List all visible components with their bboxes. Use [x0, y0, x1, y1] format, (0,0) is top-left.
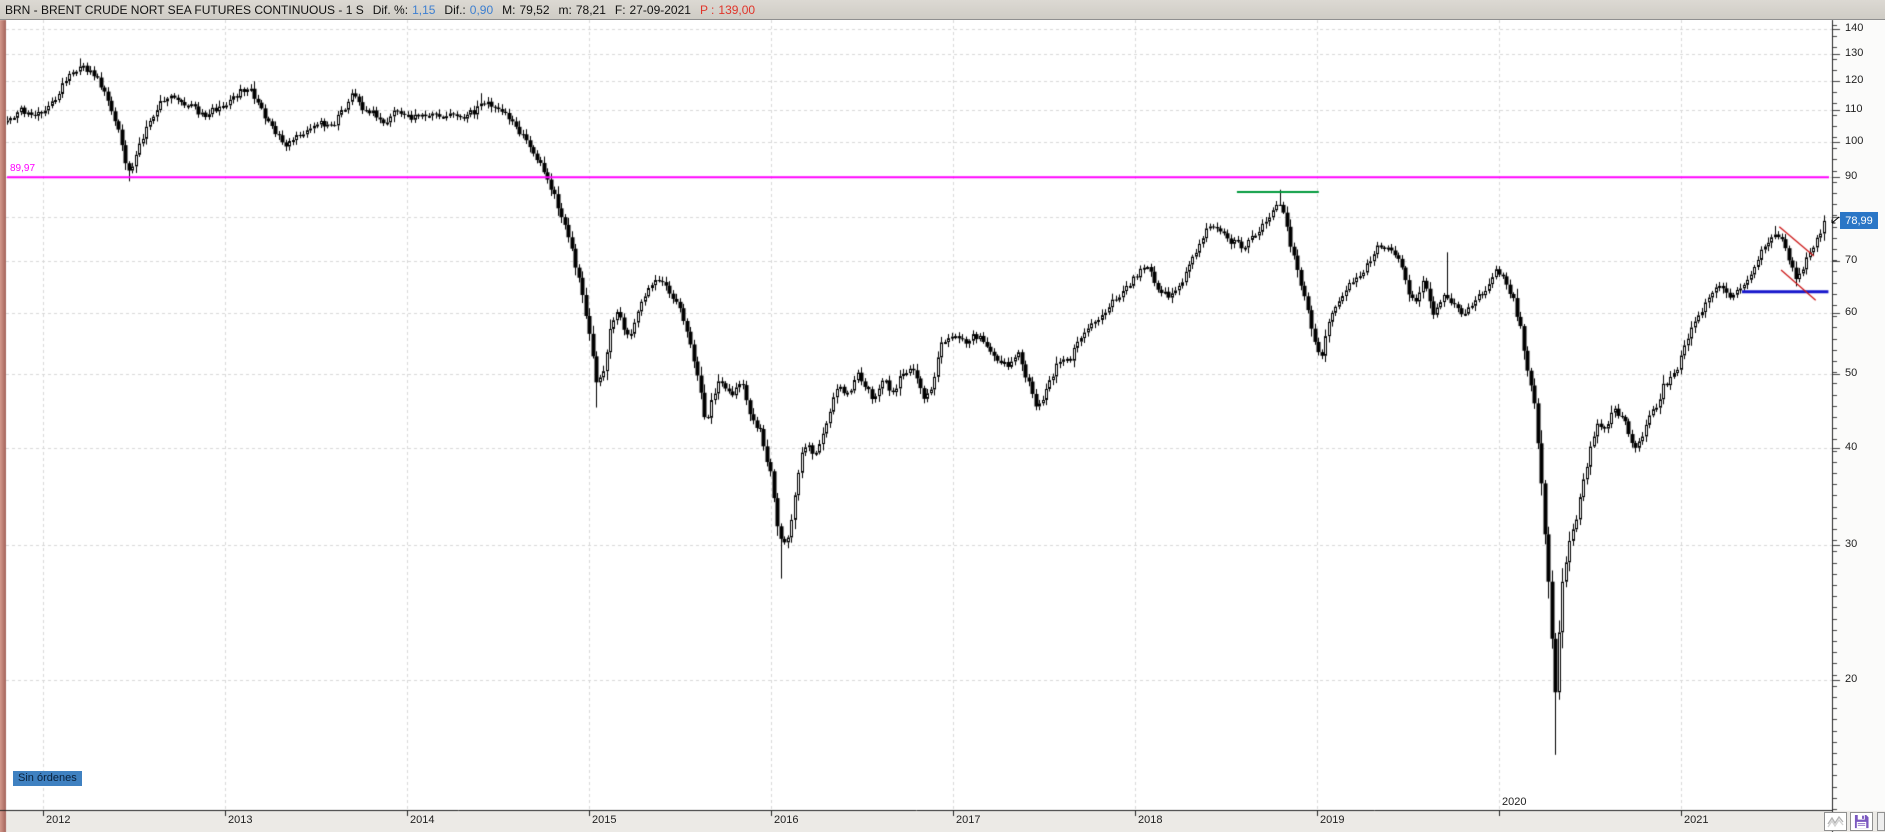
y-axis-label: 110 — [1845, 103, 1863, 116]
dif-label: Dif.: — [444, 2, 466, 17]
y-axis-label: 120 — [1845, 74, 1864, 87]
y-axis-label: 30 — [1845, 537, 1858, 550]
y-axis-label: 140 — [1845, 22, 1864, 35]
y-axis-label: 100 — [1845, 135, 1864, 147]
x-axis-label: 2015 — [592, 814, 617, 826]
x-axis-label: 2018 — [1138, 814, 1163, 826]
x-axis-label: 2021 — [1684, 814, 1709, 826]
settlement-label: P : — [699, 2, 715, 17]
dif-pct-value: 1,15 — [412, 2, 436, 17]
y-axis-label: 60 — [1845, 305, 1858, 318]
x-axis-label: 2019 — [1320, 814, 1345, 826]
date-label: F: — [614, 2, 626, 17]
no-orders-badge: Sin órdenes — [13, 771, 82, 786]
last-price-value: 78,99 — [1845, 214, 1873, 227]
min-value: 78,21 — [575, 2, 606, 17]
x-axis-label: 2014 — [410, 814, 435, 826]
symbol-title: BRN - BRENT CRUDE NORT SEA FUTURES CONTI… — [5, 2, 364, 17]
x-axis-label: 2017 — [956, 814, 981, 826]
dif-pct-label: Dif. %: — [372, 2, 409, 17]
x-axis-label: 2012 — [46, 814, 71, 826]
save-button[interactable] — [1850, 812, 1873, 831]
date-value: 27-09-2021 — [629, 2, 691, 17]
left-up-arrow-icon — [1830, 215, 1840, 225]
last-price-tag: 78,99 — [1840, 212, 1878, 230]
y-axis-label: 90 — [1845, 170, 1858, 183]
zigzag-lines-icon — [1827, 814, 1844, 829]
dif-value: 0,90 — [469, 2, 494, 17]
y-axis-label: 70 — [1845, 254, 1858, 267]
floppy-disk-icon — [1854, 814, 1869, 829]
y-axis-label: 40 — [1845, 441, 1858, 454]
y-axis-label: 20 — [1845, 673, 1858, 686]
max-label: M: — [502, 2, 516, 17]
x-axis-label-2020: 2020 — [1502, 796, 1527, 808]
y-axis-label: 130 — [1845, 47, 1864, 60]
min-label: m: — [558, 2, 572, 17]
horizontal-line-price-label: 89,97 — [10, 163, 36, 175]
collapsed-button[interactable] — [1877, 812, 1885, 831]
y-axis-label: 50 — [1845, 366, 1858, 379]
chart-style-button[interactable] — [1824, 812, 1847, 831]
x-axis-label: 2016 — [774, 814, 799, 826]
title-bar: BRN - BRENT CRUDE NORT SEA FUTURES CONTI… — [0, 0, 1885, 20]
settlement-value: 139,00 — [718, 2, 756, 17]
x-axis-label: 2013 — [228, 814, 253, 826]
max-value: 79,52 — [519, 2, 550, 17]
